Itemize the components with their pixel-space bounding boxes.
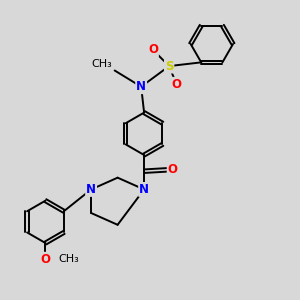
Text: N: N — [136, 80, 146, 93]
Text: N: N — [86, 183, 96, 196]
Text: O: O — [172, 78, 182, 91]
Text: N: N — [139, 183, 149, 196]
Text: CH₃: CH₃ — [91, 59, 112, 69]
Text: CH₃: CH₃ — [59, 254, 80, 264]
Text: S: S — [165, 60, 173, 73]
Text: O: O — [168, 163, 178, 176]
Text: O: O — [40, 253, 50, 266]
Text: O: O — [148, 44, 158, 56]
